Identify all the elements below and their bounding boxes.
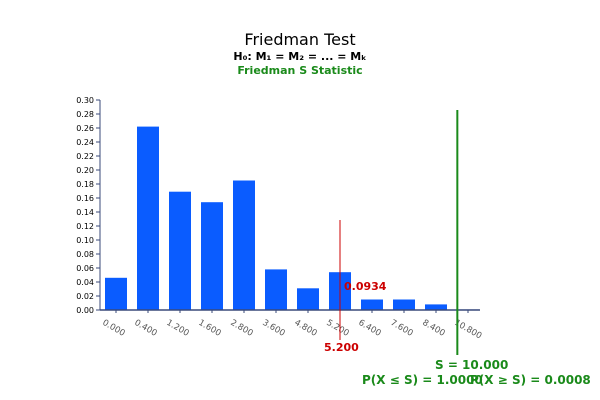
bar [393, 299, 415, 310]
chart-title: Friedman Test [244, 30, 356, 49]
bar [425, 304, 447, 310]
y-tick-label: 0.24 [76, 138, 94, 147]
y-tick-label: 0.14 [76, 208, 94, 217]
x-tick-label: 3.600 [261, 318, 287, 339]
y-tick-label: 0.06 [76, 264, 94, 273]
y-tick-label: 0.22 [76, 152, 94, 161]
y-tick-label: 0.04 [76, 278, 94, 287]
x-tick-label: 8.400 [421, 318, 447, 339]
y-tick-label: 0.26 [76, 124, 94, 133]
bar [201, 202, 223, 310]
x-tick-label: 5.200 [325, 318, 351, 339]
observed-statistic-label: S = 10.000 [435, 358, 509, 372]
x-tick-label: 2.800 [229, 318, 255, 339]
y-tick-label: 0.18 [76, 180, 94, 189]
bar [233, 180, 255, 310]
bar [137, 126, 159, 310]
y-tick-label: 0.20 [76, 166, 94, 175]
y-tick-label: 0.12 [76, 222, 94, 231]
p-right-label: P(X ≥ S) = 0.0008 [470, 373, 591, 387]
x-tick-label: 4.800 [293, 318, 319, 339]
x-tick-label: 0.400 [133, 318, 159, 339]
p-left-label: P(X ≤ S) = 1.0000 [362, 373, 483, 387]
critical-value-label: 5.200 [324, 341, 359, 354]
x-tick-label: 1.200 [165, 318, 191, 339]
y-tick-label: 0.02 [76, 292, 94, 301]
y-tick-label: 0.08 [76, 250, 94, 259]
bar [297, 288, 319, 310]
x-tick-label: 0.000 [101, 318, 127, 339]
y-tick-label: 0.28 [76, 110, 94, 119]
x-tick-label: 1.600 [197, 318, 223, 339]
bar [361, 299, 383, 310]
y-tick-label: 0.30 [76, 96, 94, 105]
hypothesis-subtitle: H₀: M₁ = M₂ = ... = Mₖ [233, 50, 367, 63]
bar [169, 191, 191, 310]
y-tick-label: 0.00 [76, 306, 94, 315]
y-tick-label: 0.16 [76, 194, 94, 203]
x-tick-label: 7.600 [389, 318, 415, 339]
y-tick-label: 0.10 [76, 236, 94, 245]
bar [105, 277, 127, 310]
statistic-label: Friedman S Statistic [237, 64, 363, 77]
x-tick-label: 6.400 [357, 318, 383, 339]
bar [265, 269, 287, 310]
critical-tail-prob: 0.0934 [344, 280, 387, 293]
